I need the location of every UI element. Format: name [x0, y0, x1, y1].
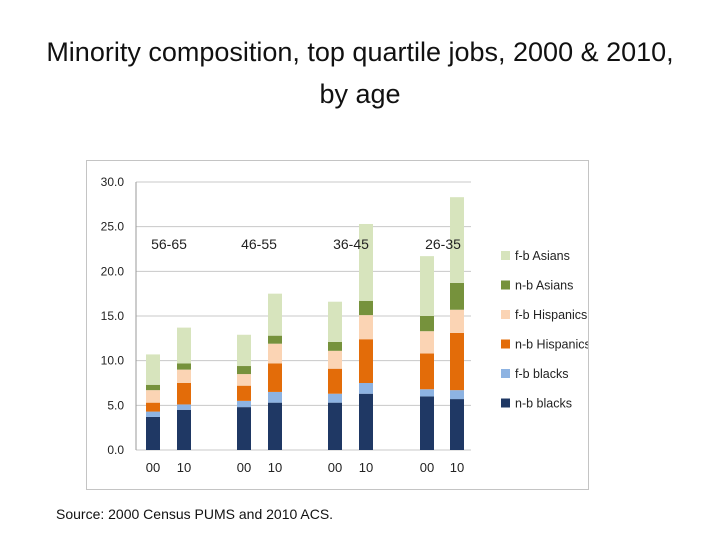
bar-segment — [328, 402, 342, 450]
legend-swatch — [501, 280, 510, 290]
bar-layer — [146, 197, 464, 450]
legend-swatch — [501, 398, 510, 408]
y-tick-label: 20.0 — [101, 264, 125, 278]
x-tick-label: 10 — [177, 460, 191, 475]
bar-segment — [237, 374, 251, 386]
legend-label: f-b blacks — [515, 367, 569, 381]
age-group-label: 36-45 — [333, 236, 369, 252]
bar-segment — [177, 327, 191, 364]
age-group-label: 46-55 — [241, 236, 277, 252]
legend-swatch — [501, 339, 510, 349]
bar-segment — [359, 393, 373, 450]
legend-label: n-b Hispanics — [515, 338, 588, 352]
x-tick-label: 10 — [359, 460, 373, 475]
bar-segment — [237, 407, 251, 450]
bar-segment — [146, 354, 160, 385]
bar-segment — [328, 350, 342, 369]
y-tick-label: 10.0 — [101, 354, 125, 368]
source-note: Source: 2000 Census PUMS and 2010 ACS. — [56, 506, 334, 522]
x-tick-label: 00 — [328, 460, 342, 475]
bar-segment — [146, 390, 160, 403]
bar-segment — [146, 411, 160, 417]
bar-segment — [268, 391, 282, 403]
slide-title: Minority composition, top quartile jobs,… — [46, 37, 674, 109]
bar-segment — [450, 390, 464, 400]
bar-segment — [237, 366, 251, 375]
bar-segment — [268, 402, 282, 450]
x-tick-label: 00 — [237, 460, 251, 475]
bar-segment — [146, 384, 160, 391]
bar-segment — [268, 343, 282, 364]
bar-segment — [237, 400, 251, 408]
bar-segment — [177, 404, 191, 410]
legend-label: n-b Asians — [515, 279, 573, 293]
bar-segment — [450, 197, 464, 283]
legend-swatch — [501, 369, 510, 378]
y-tick-label: 0.0 — [107, 443, 124, 457]
bar-segment — [268, 335, 282, 344]
bar-segment — [146, 402, 160, 412]
bar-segment — [359, 223, 373, 301]
chart-frame: 0.0 5.0 10.0 15.0 20.0 25.0 30.0 00 10 00 10 00 10 0… — [86, 160, 589, 490]
bar-segment — [268, 293, 282, 336]
legend-swatch — [501, 251, 510, 260]
bar-segment — [268, 363, 282, 392]
legend-swatch — [501, 310, 510, 319]
bar-segment — [359, 383, 373, 394]
bar-segment — [359, 339, 373, 383]
bar-segment — [177, 383, 191, 405]
bar-segment — [237, 385, 251, 401]
bar-segment — [328, 393, 342, 403]
bar-segment — [177, 409, 191, 450]
bar-segment — [328, 341, 342, 351]
legend: f-b Asians n-b Asians f-b Hispanics n-b His… — [501, 249, 588, 411]
x-tick-label: 10 — [268, 460, 282, 475]
bar-segment — [237, 334, 251, 367]
bar-segment — [450, 332, 464, 391]
bar-segment — [420, 256, 434, 316]
x-tick-label: 00 — [146, 460, 160, 475]
age-group-label: 26-35 — [425, 236, 461, 252]
legend-label: f-b Asians — [515, 249, 570, 263]
bar-segment — [420, 331, 434, 354]
bar-segment — [328, 368, 342, 394]
bar-segment — [450, 309, 464, 333]
axis-layer: 0.0 5.0 10.0 15.0 20.0 25.0 30.0 — [101, 175, 137, 457]
y-tick-label: 5.0 — [107, 398, 124, 412]
bar-segment — [177, 369, 191, 383]
stacked-bar-chart: 0.05.010.015.020.025.030.0 00 10 00 10 00 10 0… — [101, 175, 588, 475]
bar-segment — [328, 301, 342, 342]
grid-layer — [136, 181, 471, 451]
bar-segment — [359, 315, 373, 340]
bar-segment — [146, 416, 160, 450]
bar-segment — [420, 353, 434, 390]
x-tick-label: 00 — [420, 460, 434, 475]
bar-segment — [420, 316, 434, 332]
y-tick-label: 25.0 — [101, 220, 125, 234]
bar-segment — [420, 389, 434, 397]
bar-segment — [450, 282, 464, 310]
x-tick-label: 10 — [450, 460, 464, 475]
y-tick-label: 15.0 — [101, 309, 125, 323]
bar-segment — [177, 363, 191, 370]
bar-segment — [450, 399, 464, 450]
legend-label: n-b blacks — [515, 397, 572, 411]
legend-label: f-b Hispanics — [515, 308, 587, 322]
y-tick-label: 30.0 — [101, 175, 125, 189]
label-layer: 00 10 00 10 00 10 00 10 56-65 46-55 36-45 26-35 — [146, 236, 464, 475]
age-group-label: 56-65 — [151, 236, 187, 252]
bar-segment — [420, 396, 434, 450]
bar-segment — [359, 300, 373, 316]
